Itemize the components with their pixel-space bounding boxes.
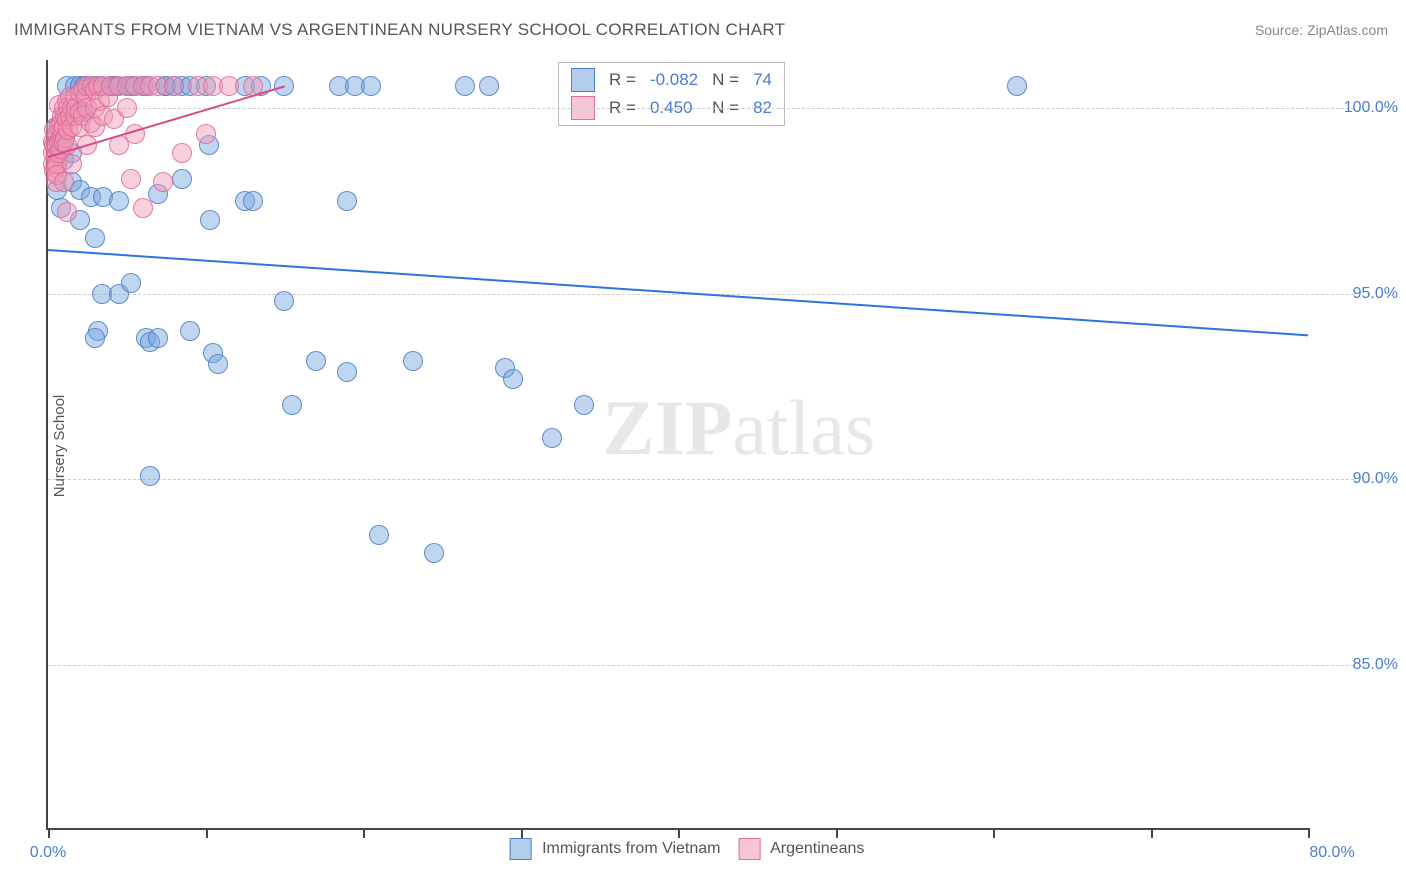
y-tick-label: 100.0% [1318,99,1398,117]
legend-series-label: Immigrants from Vietnam [538,840,721,857]
correlation-legend: R =-0.082N =74R =0.450N =82 [558,62,785,126]
scatter-point [180,321,200,341]
x-tick [1308,828,1310,838]
y-axis-label: Nursery School [51,395,68,498]
scatter-point [200,210,220,230]
scatter-point [282,395,302,415]
scatter-point [337,362,357,382]
scatter-point [542,428,562,448]
scatter-point [337,191,357,211]
x-tick [678,828,680,838]
legend-n-value: 74 [747,67,778,93]
scatter-point [369,525,389,545]
x-tick [993,828,995,838]
scatter-point [208,354,228,374]
scatter-point [243,191,263,211]
scatter-point [109,191,129,211]
watermark: ZIPatlas [602,383,875,473]
scatter-point [172,143,192,163]
scatter-point [153,172,173,192]
y-tick-label: 90.0% [1318,470,1398,488]
x-tick [521,828,523,838]
y-tick-label: 95.0% [1318,285,1398,303]
legend-swatch [510,838,532,860]
scatter-point [361,76,381,96]
x-tick [363,828,365,838]
scatter-point [140,466,160,486]
y-tick-label: 85.0% [1318,656,1398,674]
scatter-point [164,76,184,96]
scatter-point [62,154,82,174]
scatter-point [306,351,326,371]
scatter-point [574,395,594,415]
legend-swatch [739,838,761,860]
watermark-bold: ZIP [602,384,732,471]
scatter-point [172,169,192,189]
gridline-h [48,108,1354,109]
scatter-point [133,198,153,218]
scatter-point [117,98,137,118]
scatter-point [121,273,141,293]
x-tick [206,828,208,838]
scatter-plot-area: R =-0.082N =74R =0.450N =82 ZIPatlas Imm… [46,60,1308,830]
scatter-point [54,172,74,192]
legend-r-value: -0.082 [644,67,704,93]
scatter-point [403,351,423,371]
x-tick-label: 80.0% [1309,844,1354,862]
source-attribution: Source: ZipAtlas.com [1255,22,1388,38]
scatter-point [219,76,239,96]
legend-row: R =-0.082N =74 [565,67,778,93]
legend-r-label: R = [603,67,642,93]
scatter-point [424,543,444,563]
scatter-point [121,169,141,189]
gridline-h [48,665,1354,666]
scatter-point [274,291,294,311]
chart-title: IMMIGRANTS FROM VIETNAM VS ARGENTINEAN N… [14,20,785,40]
scatter-point [85,328,105,348]
gridline-h [48,479,1354,480]
scatter-point [503,369,523,389]
scatter-point [1007,76,1027,96]
source-link[interactable]: ZipAtlas.com [1307,22,1388,38]
x-tick-label: 0.0% [30,844,66,862]
series-legend: Immigrants from Vietnam Argentineans [492,838,865,860]
scatter-point [455,76,475,96]
legend-series-label: Argentineans [767,840,865,857]
x-tick [48,828,50,838]
scatter-point [85,228,105,248]
source-prefix: Source: [1255,22,1307,38]
legend-n-label: N = [706,67,745,93]
x-tick [1151,828,1153,838]
watermark-rest: atlas [732,384,875,471]
scatter-point [148,328,168,348]
legend-swatch [571,68,595,92]
scatter-point [196,124,216,144]
scatter-point [57,202,77,222]
x-tick [836,828,838,838]
scatter-point [479,76,499,96]
